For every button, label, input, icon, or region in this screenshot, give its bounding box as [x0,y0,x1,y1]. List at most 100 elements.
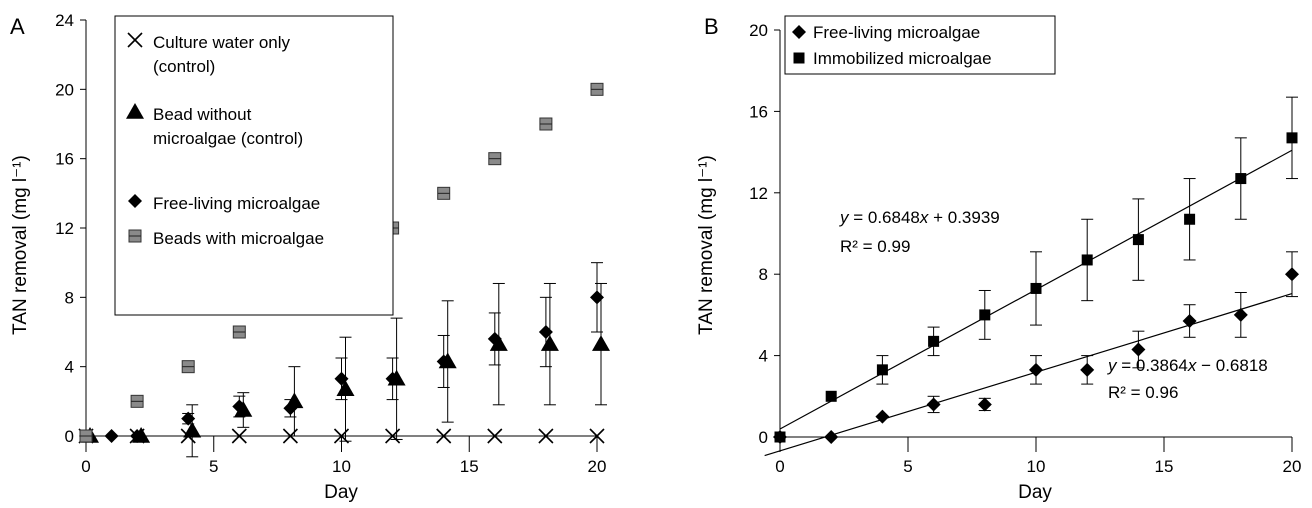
data-point-x [589,428,605,444]
data-point-square [1286,132,1298,144]
panel-a-legend-box [114,15,394,316]
series-3 [79,82,604,443]
data-point-triangle [592,335,610,351]
data-point-diamond [1233,307,1248,322]
data-point-square [1132,234,1144,246]
data-point-diamond [977,397,992,412]
y-tick-label: 20 [55,80,74,99]
data-point-square [539,117,553,131]
legend-triangle-marker [126,103,144,119]
panel-a-y-axis-label: TAN removal (mg l⁻¹) [10,155,31,335]
legend-diamond-marker [792,25,806,39]
legend-square-marker [793,52,805,64]
panel-b-letter: B [704,14,719,39]
series-1 [774,96,1298,443]
legend-square-marker [128,229,142,243]
data-point-diamond [232,399,247,414]
data-point-square [590,82,604,96]
legend-diamond-marker [128,194,142,208]
legend-entry: Free-living microalgae [792,23,980,42]
y-tick-label: 8 [65,288,74,307]
y-tick-label: 0 [759,428,768,447]
fit-annotation-immobilized: y = 0.6848x + 0.3939 R² = 0.99 [839,208,1000,256]
x-tick-label: 0 [775,457,784,476]
legend-square-icon [793,52,805,64]
panel-b-legend: Free-living microalgae Immobilized micro… [784,15,1056,75]
panel-b-y-axis-label: TAN removal (mg l⁻¹) [696,155,717,335]
data-point-square [1184,213,1196,225]
data-point-square [1030,282,1042,294]
y-tick-label: 12 [749,184,768,203]
data-point-diamond [334,371,349,386]
data-point-diamond [538,325,553,339]
legend-entry: Culture water only (control) [127,32,291,76]
data-point-triangle [540,335,559,351]
legend-label: Free-living microalgae [153,194,320,213]
legend-entry: Beads with microalgae [128,229,324,248]
x-tick-label: 10 [1027,457,1046,476]
y-tick-label: 4 [65,358,74,377]
data-point-diamond [1029,362,1043,377]
y-tick-label: 20 [749,21,768,40]
data-point-diamond [487,331,502,346]
data-point-square [232,325,246,339]
fit-r-squared: R² = 0.99 [840,237,910,256]
data-point-diamond [436,354,451,369]
x-tick-label: 20 [1283,457,1302,476]
legend-square-grey-icon [128,229,142,243]
x-tick-label: 15 [460,457,479,476]
legend-label: Beads with microalgae [153,229,324,248]
data-point-x [231,428,247,444]
y-tick-label: 8 [759,265,768,284]
regression-line [764,293,1293,457]
y-tick-label: 0 [65,427,74,446]
x-tick-label: 5 [903,457,912,476]
data-point-square [876,364,888,376]
data-point-triangle [183,421,202,438]
data-point-diamond [824,430,839,444]
panel-a-x-axis-label: Day [324,482,358,503]
data-point-square [79,429,93,443]
panel-b: B TAN removal (mg l⁻¹) Day 0 4 8 12 16 20 0 5 10… [696,14,1301,503]
y-tick-label: 16 [749,102,768,121]
data-point-square [928,335,940,347]
panel-a-legend: Culture water only (control) Bead without… [114,15,394,316]
panel-a-letter: A [10,14,25,39]
data-point-x [487,428,503,444]
fit-annotation-free-living: y = 0.3864x − 0.6818 R² = 0.96 [1107,356,1268,402]
data-point-diamond [181,411,196,426]
y-tick-label: 16 [55,150,74,169]
x-tick-label: 20 [588,457,607,476]
legend-x-marker [127,32,143,48]
fit-r-squared: R² = 0.96 [1108,383,1178,402]
data-point-x [436,428,452,444]
data-point-x [333,428,350,444]
legend-label: Culture water only (control) [153,33,291,76]
data-point-diamond [1182,314,1197,329]
x-tick-label: 10 [332,457,351,476]
y-tick-label: 12 [55,219,74,238]
data-point-diamond [875,409,890,424]
data-point-x [385,428,401,444]
legend-x-icon [127,32,143,48]
x-tick-label: 5 [209,457,218,476]
x-tick-label: 15 [1155,457,1174,476]
legend-entry: Free-living microalgae [128,194,320,213]
legend-triangle-icon [126,103,144,119]
x-tick-label: 0 [81,457,90,476]
series-0 [764,251,1299,457]
panel-a: A TAN removal (mg l⁻¹) Day 0 4 8 12 16 20 24 0 5… [10,11,610,503]
panel-b-x-axis-label: Day [1018,482,1052,503]
data-point-diamond [385,371,400,386]
y-tick-label: 24 [55,11,74,30]
data-point-diamond [926,397,941,412]
data-point-diamond [1285,267,1299,282]
fit-equation: y = 0.6848x + 0.3939 [839,208,1000,227]
data-point-square [774,431,786,443]
data-point-square [130,394,144,408]
data-point-square [1235,173,1247,185]
legend-diamond-icon [128,194,142,208]
panel-b-axes: 0 4 8 12 16 20 0 5 10 15 20 [749,21,1301,476]
data-point-square [437,186,451,200]
